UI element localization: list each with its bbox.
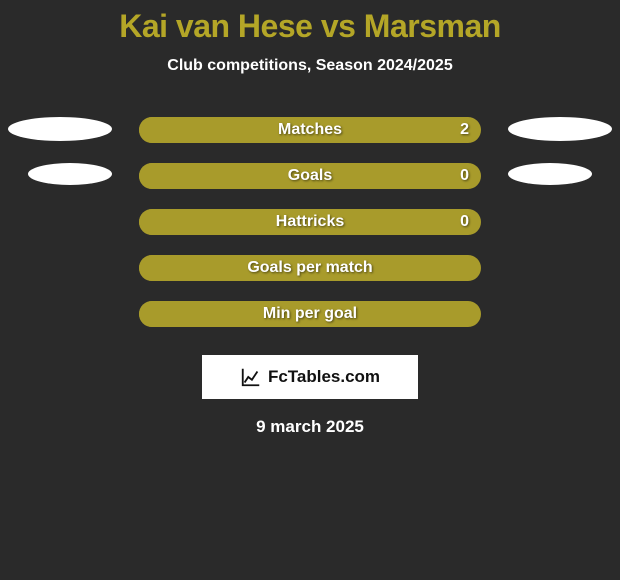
stat-row: Min per goal <box>0 301 620 347</box>
source-badge: FcTables.com <box>202 355 418 399</box>
page-title: Kai van Hese vs Marsman <box>0 8 620 45</box>
stat-bar: Goals per match <box>139 255 481 281</box>
comparison-container: Kai van Hese vs Marsman Club competition… <box>0 0 620 437</box>
stat-label: Goals per match <box>247 259 372 277</box>
bar-left <box>139 163 310 189</box>
page-subtitle: Club competitions, Season 2024/2025 <box>0 57 620 75</box>
stat-value-right: 0 <box>460 213 469 231</box>
stat-row: Hattricks 0 <box>0 209 620 255</box>
chart-icon <box>240 366 262 388</box>
player-marker <box>508 163 592 185</box>
stat-bar: Matches 2 <box>139 117 481 143</box>
player-marker <box>508 117 612 141</box>
stat-bar: Min per goal <box>139 301 481 327</box>
stat-value-right: 0 <box>460 167 469 185</box>
stat-row: Goals per match <box>0 255 620 301</box>
stat-label: Hattricks <box>276 213 344 231</box>
stats-area: Matches 2 Goals 0 Hattricks 0 Goals per match M… <box>0 117 620 347</box>
stat-label: Goals <box>288 167 332 185</box>
stat-bar: Hattricks 0 <box>139 209 481 235</box>
stat-label: Matches <box>278 121 342 139</box>
source-badge-text: FcTables.com <box>268 367 380 387</box>
stat-label: Min per goal <box>263 305 357 323</box>
player-marker <box>28 163 112 185</box>
stat-bar: Goals 0 <box>139 163 481 189</box>
stat-value-right: 2 <box>460 121 469 139</box>
player-marker <box>8 117 112 141</box>
snapshot-date: 9 march 2025 <box>0 417 620 437</box>
